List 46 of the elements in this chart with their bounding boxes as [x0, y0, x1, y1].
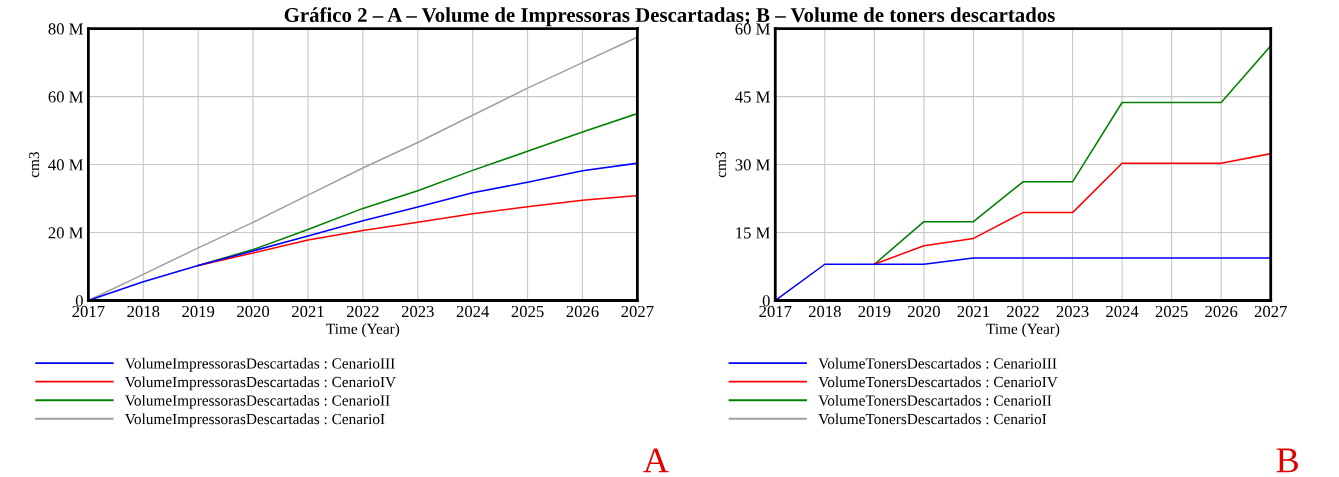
x-axis-title: Time (Year)	[326, 323, 400, 338]
x-tick-label: 2021	[957, 305, 990, 318]
x-tick-label: 2023	[401, 305, 434, 318]
x-tick-label: 2020	[907, 305, 940, 318]
x-tick-label: 2017	[759, 305, 792, 318]
x-tick-label: 2018	[127, 305, 160, 318]
text: B	[1276, 448, 1298, 473]
legend-label: VolumeTonersDescartados : CenarioI	[818, 413, 1047, 425]
y-tick-label: 30 M	[735, 159, 770, 171]
x-tick-label: 2019	[858, 305, 891, 318]
y-tick-label: 0	[762, 295, 770, 307]
x-tick-label: 2017	[72, 305, 105, 318]
x-tick-label: 2022	[346, 305, 379, 318]
legend-label: VolumeImpressorasDescartadas : CenarioIII	[125, 357, 395, 372]
legend-label: VolumeTonersDescartados : CenarioIII	[818, 357, 1057, 369]
legend-label: VolumeImpressorasDescartadas : CenarioI	[125, 413, 385, 428]
x-tick-label: 2023	[1056, 305, 1089, 318]
x-tick-label: 2021	[292, 305, 324, 318]
x-tick-label: 2025	[511, 305, 544, 318]
line-series	[873, 45, 1271, 266]
x-tick-label: 2026	[1205, 305, 1238, 318]
legend-label: VolumeImpressorasDescartadas : CenarioIV	[125, 376, 396, 391]
x-tick-label: 2022	[1007, 305, 1039, 318]
legend-label: VolumeTonersDescartados : CenarioII	[818, 394, 1052, 406]
y-tick-label: 20 M	[48, 227, 84, 239]
y-tick-label: 60 M	[48, 91, 84, 103]
x-tick-label: 2026	[566, 305, 599, 318]
y-tick-label: 40 M	[48, 159, 84, 171]
x-tick-label: 2019	[182, 305, 215, 318]
x-tick-label: 2024	[1106, 305, 1139, 318]
y-axis-title: cm3	[715, 152, 727, 178]
legend-label: VolumeTonersDescartados : CenarioIV	[818, 376, 1058, 388]
y-axis-title: cm3	[28, 152, 40, 178]
y-tick-label: 15 M	[736, 227, 770, 239]
x-tick-label: 2018	[808, 305, 841, 318]
text: A	[643, 448, 669, 473]
y-tick-label: 0	[75, 295, 83, 307]
y-tick-label: 45 M	[735, 91, 770, 103]
y-tick-label: 80 M	[48, 23, 84, 35]
x-tick-label: 2027	[621, 305, 654, 318]
x-tick-label: 2020	[237, 305, 270, 318]
x-tick-label: 2024	[456, 305, 490, 318]
x-tick-label: 2027	[1254, 305, 1287, 318]
legend-label: VolumeImpressorasDescartadas : CenarioII	[125, 394, 390, 409]
x-tick-label: 2025	[1155, 305, 1188, 318]
x-axis-title: Time (Year)	[986, 323, 1060, 338]
